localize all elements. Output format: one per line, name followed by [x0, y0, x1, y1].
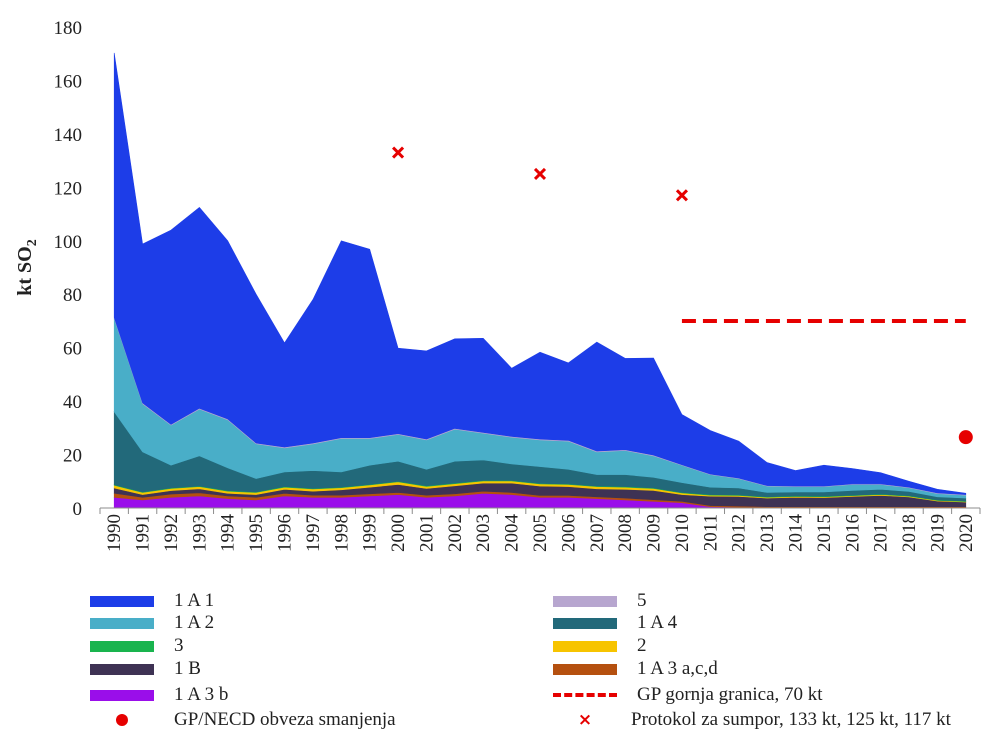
- necd-dot: [958, 430, 973, 445]
- x-tick-label: 2010: [672, 514, 693, 552]
- x-tick-label: 2018: [899, 514, 920, 552]
- legend-label: 1 A 3 a,c,d: [637, 658, 718, 679]
- x-tick-label: 1998: [331, 514, 352, 552]
- protocol-cross: [675, 189, 688, 202]
- legend-swatch-3: [90, 640, 154, 652]
- legend-swatch-1a3acd: [553, 663, 617, 675]
- x-tick-label: 2001: [416, 514, 437, 552]
- red-dot-icon: [116, 714, 128, 726]
- legend-item-1b: 1 B: [90, 658, 201, 680]
- chart-legend: 1 A 1 5 1 A 2 1 A 4 3 2 1 B 1 A 3 a,c,d: [0, 588, 1004, 734]
- legend-item-3: 3: [90, 635, 184, 657]
- legend-item-gp-limit: GP gornja granica, 70 kt: [553, 684, 823, 706]
- legend-item-1a3b: 1 A 3 b: [90, 684, 228, 706]
- y-tick-label: 40: [63, 392, 82, 413]
- area-series: [113, 52, 967, 495]
- legend-item-2: 2: [553, 635, 647, 657]
- x-tick-label: 1994: [218, 514, 239, 553]
- y-tick-label: 0: [73, 499, 83, 520]
- legend-label: 1 A 4: [637, 612, 678, 633]
- y-tick-label: 120: [54, 178, 83, 199]
- legend-item-1a3acd: 1 A 3 a,c,d: [553, 658, 718, 680]
- x-tick-label: 1990: [104, 514, 125, 552]
- area-chart: 0 20 40 60 80 100 120 140 160 180 kt SO2 1990 1991 19…: [14, 18, 981, 553]
- cross-icon: ×: [577, 710, 593, 730]
- y-tick-label: 20: [63, 446, 82, 467]
- y-tick-label: 100: [54, 232, 83, 253]
- legend-label: 1 A 3 b: [174, 684, 229, 705]
- x-tick-label: 1999: [360, 514, 381, 552]
- x-tick-label: 1992: [161, 514, 182, 552]
- legend-label: 1 A 1: [174, 590, 215, 611]
- x-tick-label: 2019: [927, 514, 948, 552]
- x-tick-label: 2007: [587, 514, 608, 552]
- legend-swatch-1a1: [90, 595, 154, 607]
- legend-label: GP/NECD obveza smanjenja: [174, 709, 396, 730]
- legend-swatch-2: [553, 640, 617, 652]
- legend-item-necd: GP/NECD obveza smanjenja: [90, 709, 396, 731]
- x-tick-label: 2012: [729, 514, 750, 552]
- protocol-cross: [533, 167, 547, 181]
- cross-stroke: [392, 146, 405, 159]
- legend-swatch-1a2: [90, 617, 154, 629]
- y-tick-label: 140: [54, 125, 83, 146]
- y-tick-label: 60: [63, 339, 82, 360]
- cross-stroke: [675, 189, 688, 202]
- x-tick-label: 1996: [275, 514, 296, 552]
- x-tick-label: 2000: [388, 514, 409, 552]
- y-axis-title: kt SO2: [14, 239, 40, 295]
- legend-label: 2: [637, 635, 647, 656]
- x-tick-label: 2006: [558, 514, 579, 552]
- x-tick-label: 2004: [502, 514, 523, 553]
- legend-label: 5: [637, 590, 647, 611]
- x-tick-label: 2017: [871, 514, 892, 552]
- x-tick-label: 2013: [757, 514, 778, 552]
- x-tick-label: 2011: [700, 514, 721, 551]
- legend-item-1a1: 1 A 1: [90, 590, 214, 612]
- legend-swatch-1a4: [553, 617, 617, 629]
- legend-label: 3: [174, 635, 184, 656]
- legend-label: Protokol za sumpor, 133 kt, 125 kt, 117 …: [631, 709, 951, 730]
- x-tick-label: 1991: [133, 514, 154, 552]
- x-tick-label: 1997: [303, 514, 324, 552]
- dashed-line-icon: [553, 693, 617, 697]
- legend-item-1a2: 1 A 2: [90, 612, 214, 634]
- x-tick-label: 2002: [445, 514, 466, 552]
- legend-item-1a4: 1 A 4: [553, 612, 677, 634]
- legend-swatch-1b: [90, 663, 154, 675]
- x-tick-label: 2015: [814, 514, 835, 552]
- x-tick-label: 2008: [615, 514, 636, 552]
- legend-swatch-1a3b: [90, 689, 154, 701]
- protocol-cross: [392, 146, 405, 159]
- y-tick-label: 180: [54, 18, 83, 39]
- x-tick-label: 1995: [246, 514, 267, 552]
- legend-label: GP gornja granica, 70 kt: [637, 684, 823, 705]
- legend-label: 1 A 2: [174, 612, 215, 633]
- y-tick-label: 80: [63, 285, 82, 306]
- x-tick-label: 1993: [189, 514, 210, 552]
- legend-item-protocol: × Protokol za sumpor, 133 kt, 125 kt, 11…: [553, 709, 951, 731]
- y-tick-label: 160: [54, 71, 83, 92]
- legend-swatch-5: [553, 595, 617, 607]
- x-tick-label: 2003: [473, 514, 494, 552]
- x-tick-label: 2020: [956, 514, 977, 552]
- x-tick-label: 2005: [530, 514, 551, 552]
- x-tick-label: 2009: [644, 514, 665, 552]
- legend-label: 1 B: [174, 658, 201, 679]
- legend-item-5: 5: [553, 590, 647, 612]
- cross-stroke: [533, 167, 547, 181]
- x-tick-label: 2016: [842, 514, 863, 552]
- x-tick-label: 2014: [785, 514, 806, 553]
